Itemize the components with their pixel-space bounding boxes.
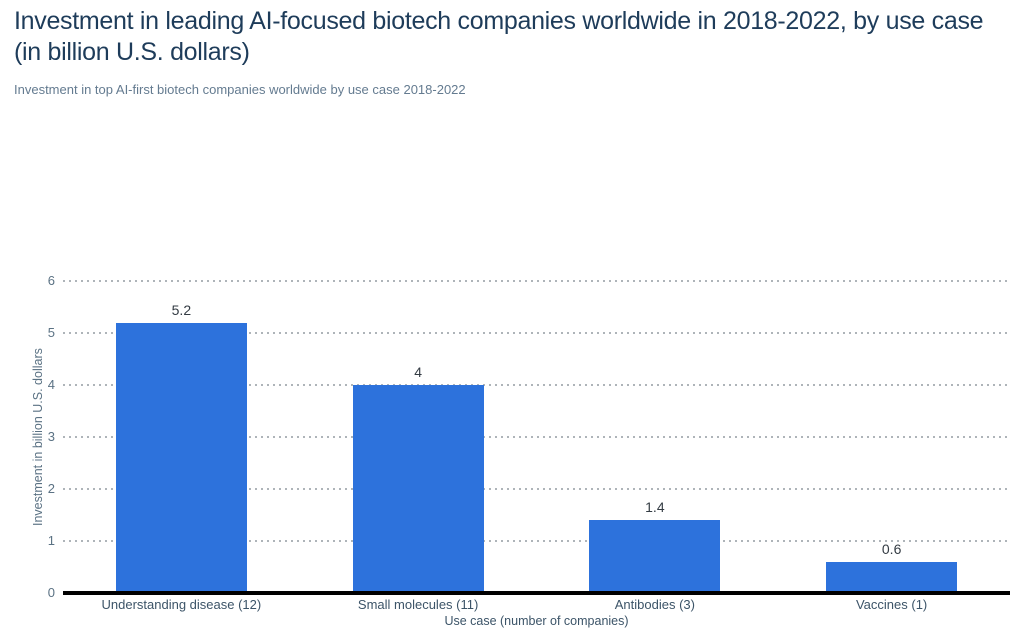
bar-vaccines-1[interactable] (826, 561, 958, 593)
bars-container: 5.2 4 1.4 0.6 (63, 281, 1010, 593)
x-axis-line (63, 591, 1010, 595)
x-tick-label-vaccines-1: Vaccines (1) (855, 597, 928, 612)
plot-area: 5.2 4 1.4 0.6 (63, 280, 1010, 595)
x-tick-label-antibodies-3: Antibodies (3) (614, 597, 695, 612)
bar-understanding-disease-12[interactable] (115, 322, 247, 593)
y-tick-label-1: 1 (47, 533, 55, 548)
gridline-6 (63, 280, 1010, 282)
gridline-3 (63, 436, 1010, 438)
y-tick-label-0: 0 (47, 585, 55, 600)
y-tick-label-2: 2 (47, 481, 55, 496)
bar-small-molecules-11[interactable] (352, 385, 484, 593)
y-tick-label-5: 5 (47, 325, 55, 340)
bar-group-vaccines-1: 0.6 (773, 281, 1010, 593)
bar-antibodies-3[interactable] (589, 520, 721, 593)
y-axis-tick-labels: 0 1 2 3 4 5 6 (0, 273, 55, 600)
y-tick-label-3: 3 (47, 429, 55, 444)
x-tick-label-small-molecules-11: Small molecules (11) (357, 597, 479, 612)
bar-group-understanding-disease-12: 5.2 (63, 281, 300, 593)
x-axis-title: Use case (number of companies) (444, 614, 629, 628)
chart-subtitle: Investment in top AI-first biotech compa… (14, 82, 466, 97)
gridline-2 (63, 488, 1010, 490)
bar-value-label: 5.2 (171, 301, 192, 318)
bar-value-label: 1.4 (645, 499, 665, 516)
bar-value-label: 4 (414, 364, 423, 380)
statista-chart-page: Investment in leading AI-focused biotech… (0, 7, 1023, 628)
gridline-4 (63, 384, 1010, 386)
bar-value-label: 0.6 (881, 540, 902, 557)
chart-title: Investment in leading AI-focused biotech… (14, 7, 984, 66)
y-tick-label-6: 6 (47, 273, 55, 288)
bar-group-antibodies-3: 1.4 (537, 281, 774, 593)
x-axis-tick-labels: Understanding disease (12) Small molecule… (63, 598, 1010, 612)
y-tick-label-4: 4 (47, 377, 55, 392)
bar-group-small-molecules-11: 4 (300, 281, 537, 593)
x-tick-label-understanding-disease-12: Understanding disease (12) (101, 597, 262, 612)
gridline-5 (63, 332, 1010, 334)
